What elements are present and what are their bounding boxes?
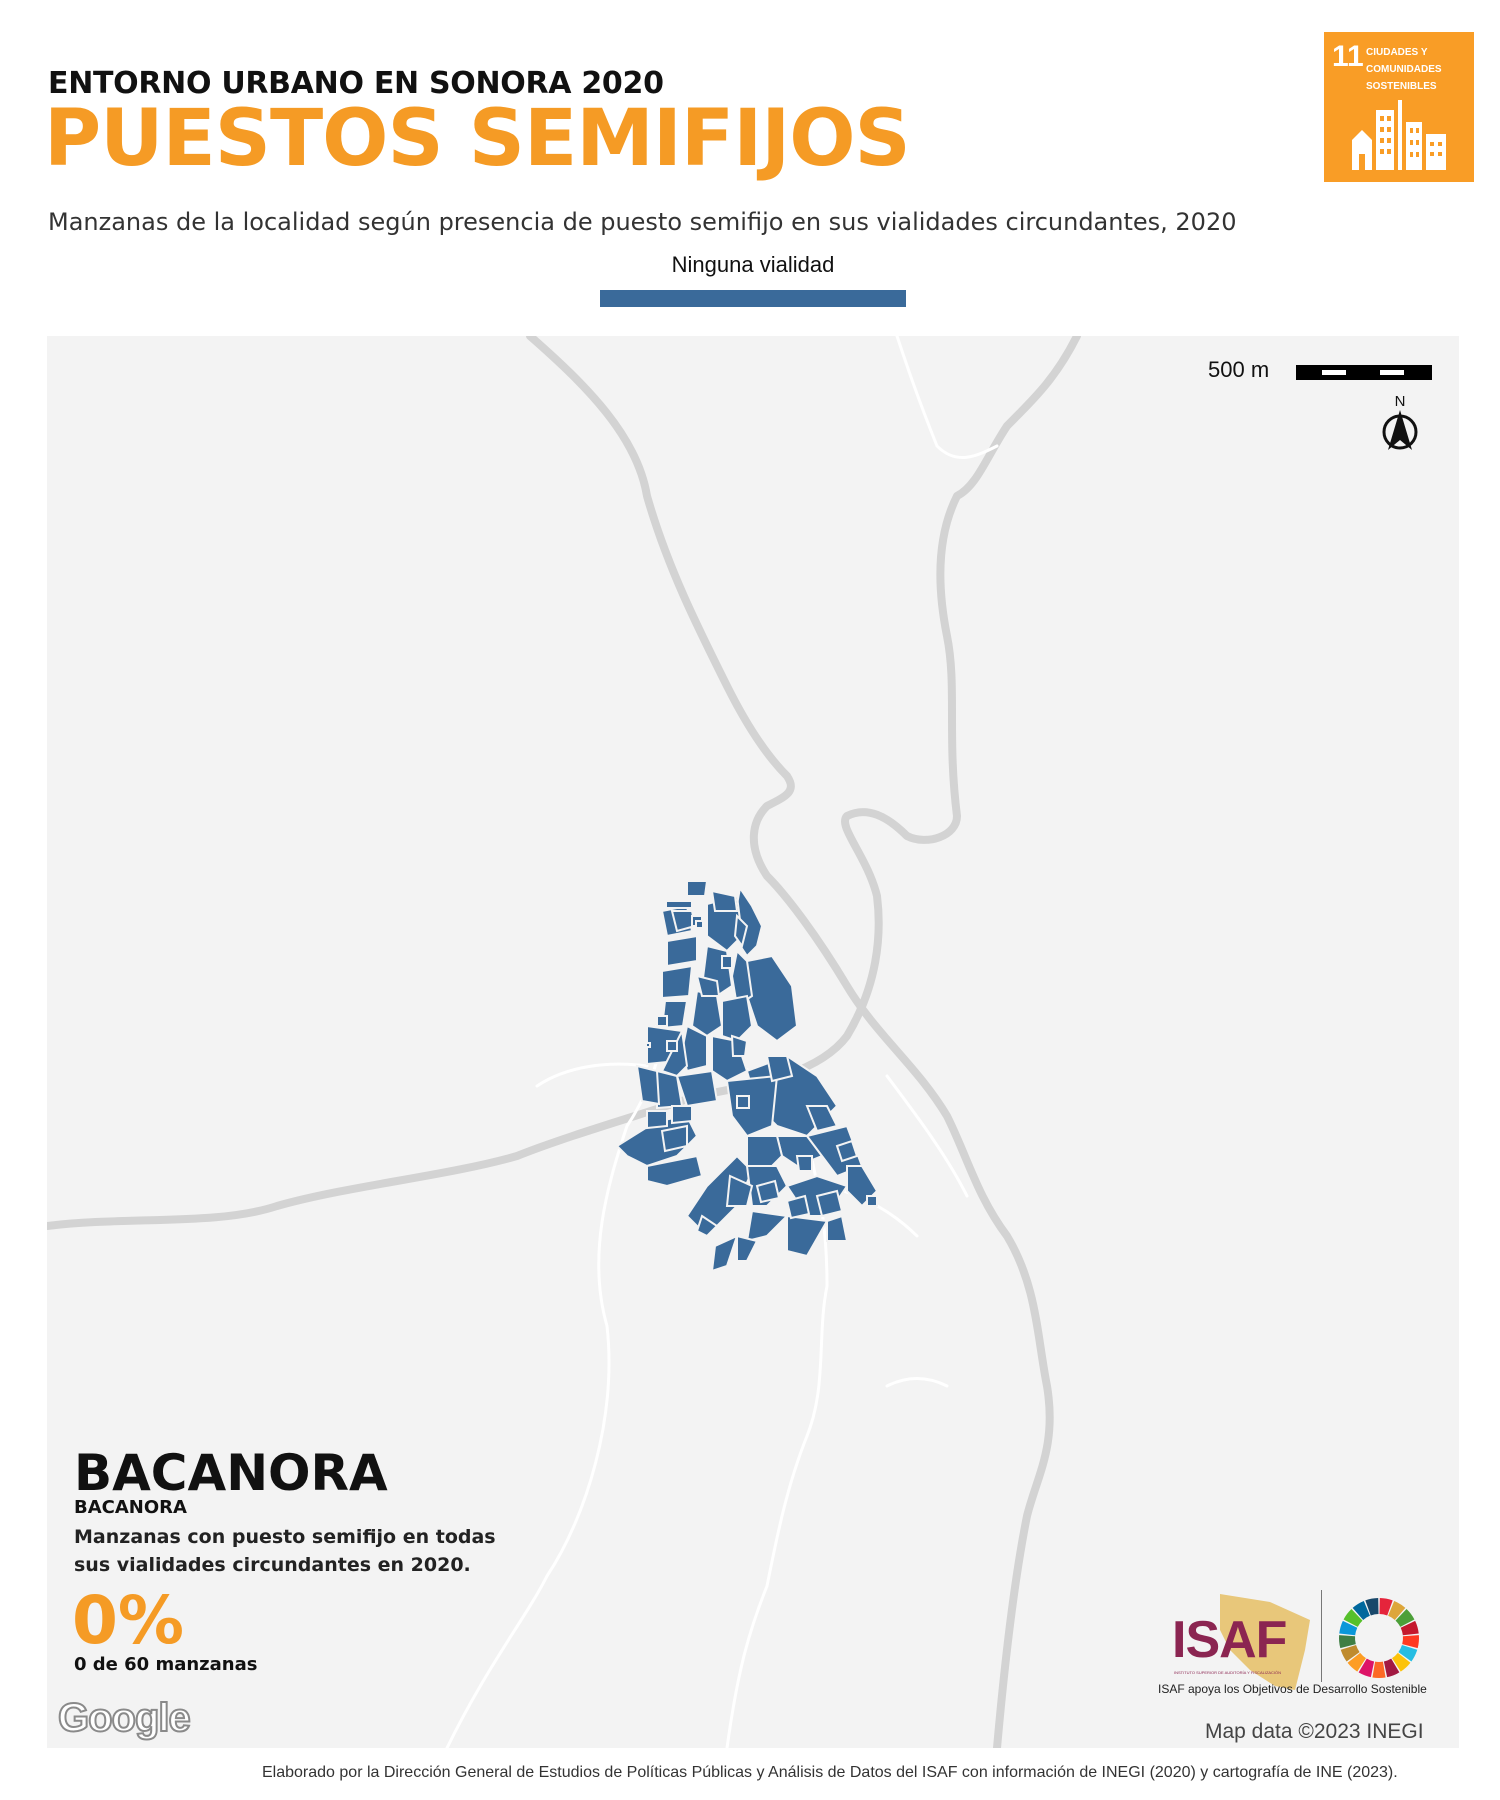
map-description: Manzanas de la localidad según presencia…	[48, 208, 1237, 236]
scale-bar	[1296, 365, 1432, 380]
sdg-wheel-icon	[1339, 1598, 1419, 1678]
isaf-fullname: INSTITUTO SUPERIOR DE AUDITORÍA Y FISCAL…	[1174, 1670, 1282, 1675]
sdg-wheel-segment	[1347, 1652, 1366, 1672]
north-arrow-icon: N	[1382, 393, 1418, 450]
sonora-map-icon	[1220, 1594, 1310, 1690]
sdg-badge-number: 11	[1332, 40, 1364, 73]
locality-subname: BACANORA	[74, 1497, 187, 1518]
map-canvas[interactable]	[47, 336, 1459, 1748]
isaf-caption: ISAF apoya los Objetivos de Desarrollo S…	[1158, 1682, 1427, 1696]
header-subtitle: ENTORNO URBANO EN SONORA 2020	[48, 66, 664, 101]
isaf-logo: ISAF INSTITUTO SUPERIOR DE AUDITORÍA Y F…	[1160, 1590, 1310, 1690]
credits-footer: Elaborado por la Dirección General de Es…	[262, 1764, 1398, 1781]
map-layer	[47, 336, 1081, 1748]
stat-percentage: 0%	[72, 1582, 185, 1659]
locality-name: BACANORA	[74, 1444, 388, 1502]
sdg-wheel-segment	[1388, 1600, 1406, 1620]
scale-label: 500 m	[1208, 357, 1270, 382]
sdg-badge-text: CIUDADES Y COMUNIDADES SOSTENIBLES	[1366, 47, 1442, 92]
sdg-wheel-segment	[1372, 1661, 1386, 1678]
legend-swatch	[600, 290, 906, 307]
stat-count: 0 de 60 manzanas	[74, 1654, 258, 1675]
north-label: N	[1395, 393, 1406, 410]
sdg-wheel-segment	[1343, 1608, 1363, 1627]
legend-label: Ninguna vialidad	[671, 252, 835, 277]
sdg-wheel-segment	[1340, 1645, 1360, 1662]
stat-description: Manzanas con puesto semifijo en todas su…	[74, 1526, 496, 1576]
page-title: PUESTOS SEMIFIJOS	[44, 94, 911, 184]
map-attribution: Map data ©2023 INEGI	[1205, 1720, 1424, 1743]
urban-blocks	[615, 880, 879, 1273]
isaf-wordmark: ISAF	[1172, 1611, 1287, 1669]
sdg-wheel-segment	[1379, 1598, 1393, 1616]
sdg-wheel-segment	[1358, 1658, 1375, 1678]
sdg-wheel-segment	[1402, 1635, 1419, 1649]
sdg-wheel-segment	[1395, 1608, 1415, 1627]
major-roads	[47, 336, 1081, 1748]
sdg-wheel-segment	[1400, 1620, 1419, 1636]
city-buildings-icon	[1352, 100, 1446, 170]
sdg-wheel-segment	[1383, 1658, 1400, 1678]
sdg-11-badge: 11 CIUDADES Y COMUNIDADES SOSTENIBLES	[1324, 32, 1474, 182]
sdg-wheel-segment	[1365, 1598, 1379, 1616]
google-logo: Google	[57, 1695, 192, 1741]
sdg-wheel-segment	[1339, 1620, 1358, 1636]
sdg-wheel-segment	[1392, 1652, 1411, 1672]
sdg-wheel-segment	[1398, 1645, 1418, 1662]
logo-divider	[1321, 1590, 1322, 1682]
sdg-wheel-segment	[1352, 1600, 1370, 1620]
sdg-wheel-segment	[1339, 1635, 1356, 1649]
